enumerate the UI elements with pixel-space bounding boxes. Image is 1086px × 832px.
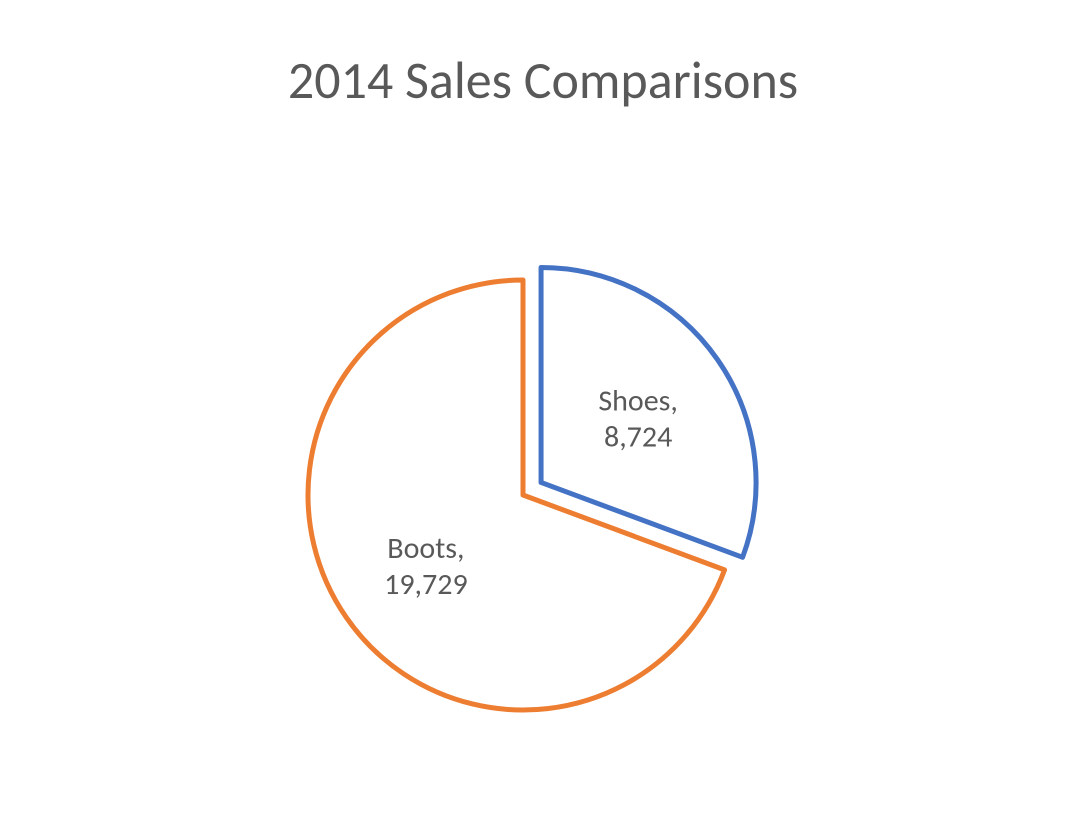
slice-label-boots: Boots,19,729: [384, 530, 468, 603]
chart-title: 2014 Sales Comparisons: [0, 48, 1086, 112]
pie-chart: Shoes,8,724 Boots,19,729: [0, 200, 1086, 800]
pie-chart-svg: Shoes,8,724 Boots,19,729: [193, 200, 893, 780]
slice-label-shoes: Shoes,8,724: [598, 382, 678, 455]
